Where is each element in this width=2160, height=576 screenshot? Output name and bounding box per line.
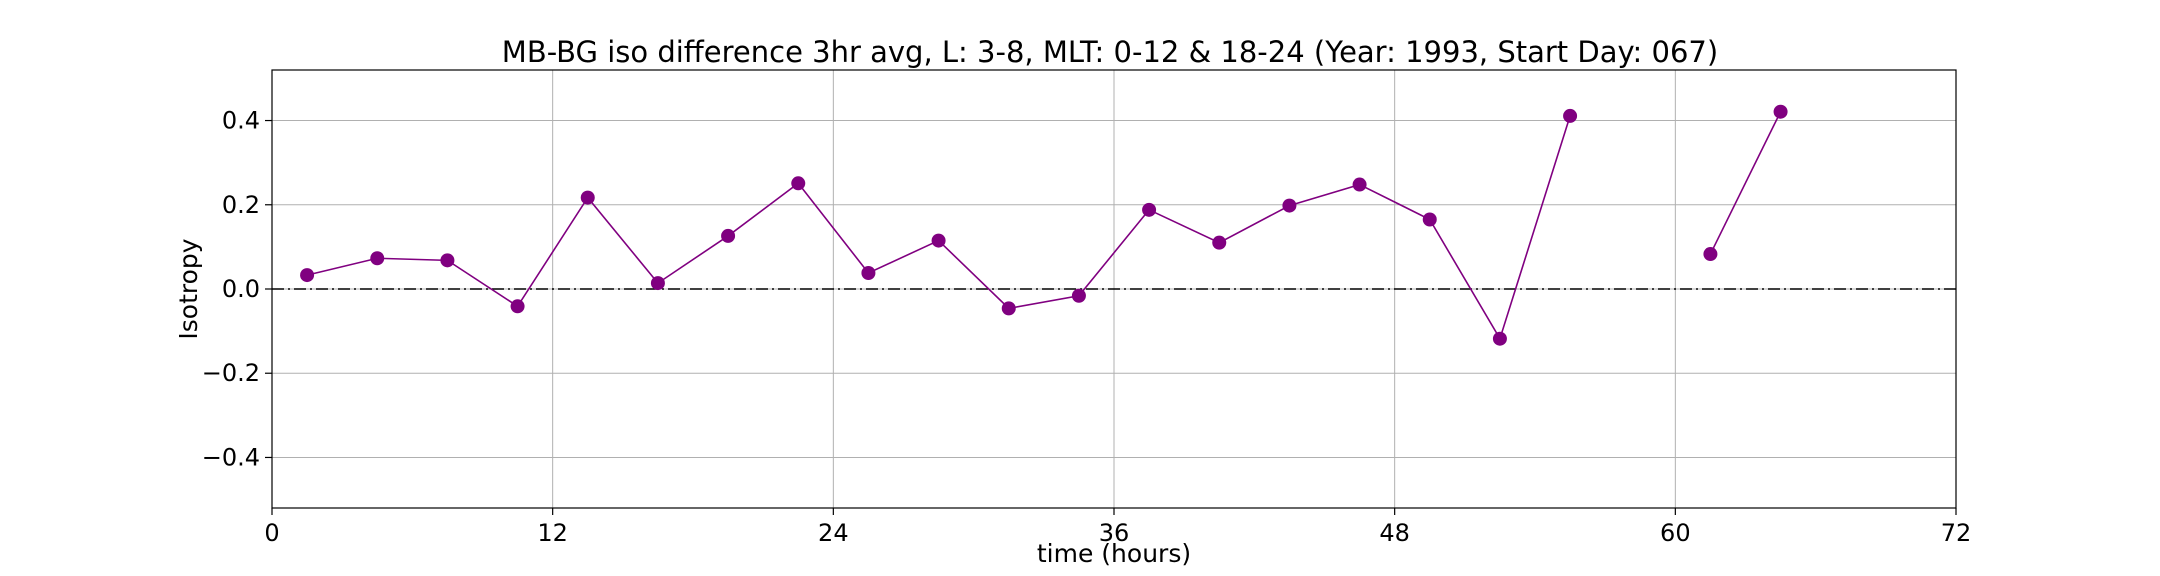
x-tick-label: 36 xyxy=(1099,519,1130,547)
data-point xyxy=(1071,288,1086,303)
data-point xyxy=(1773,104,1788,119)
y-axis-ticks: −0.4 −0.2 0.0 0.2 0.4 xyxy=(202,107,272,471)
data-point xyxy=(1492,331,1507,346)
data-point xyxy=(721,228,736,243)
data-point xyxy=(1703,247,1718,262)
data-point xyxy=(1001,301,1016,316)
series-line-segment xyxy=(306,115,1571,341)
data-point xyxy=(1212,235,1227,250)
x-axis-ticks: 0 12 24 36 48 60 72 xyxy=(264,508,1971,547)
data-point xyxy=(791,176,806,191)
x-axis-label: time (hours) xyxy=(1037,539,1191,568)
data-point xyxy=(1282,198,1297,213)
x-tick-label: 0 xyxy=(264,519,279,547)
data-point xyxy=(440,253,455,268)
x-tick-label: 12 xyxy=(537,519,568,547)
y-tick-label: 0.0 xyxy=(222,275,260,303)
series-group xyxy=(300,104,1788,346)
x-tick-label: 48 xyxy=(1379,519,1410,547)
x-tick-label: 24 xyxy=(818,519,849,547)
data-point xyxy=(1142,202,1157,217)
series-line-segment xyxy=(1709,111,1782,255)
data-point xyxy=(1422,212,1437,227)
data-point xyxy=(650,276,665,291)
data-point xyxy=(510,299,525,314)
y-axis-label: Isotropy xyxy=(174,238,203,339)
y-tick-label: 0.2 xyxy=(222,191,260,219)
data-point xyxy=(370,251,385,266)
data-point xyxy=(1352,177,1367,192)
chart-title: MB-BG iso difference 3hr avg, L: 3-8, ML… xyxy=(502,35,1718,69)
data-point xyxy=(300,268,315,283)
y-tick-label: −0.2 xyxy=(202,359,260,387)
data-point xyxy=(931,233,946,248)
y-tick-label: 0.4 xyxy=(222,107,260,135)
data-point xyxy=(861,265,876,280)
y-tick-label: −0.4 xyxy=(202,443,260,471)
x-tick-label: 60 xyxy=(1660,519,1691,547)
data-point xyxy=(580,190,595,205)
data-point xyxy=(1563,108,1578,123)
x-tick-label: 72 xyxy=(1941,519,1972,547)
